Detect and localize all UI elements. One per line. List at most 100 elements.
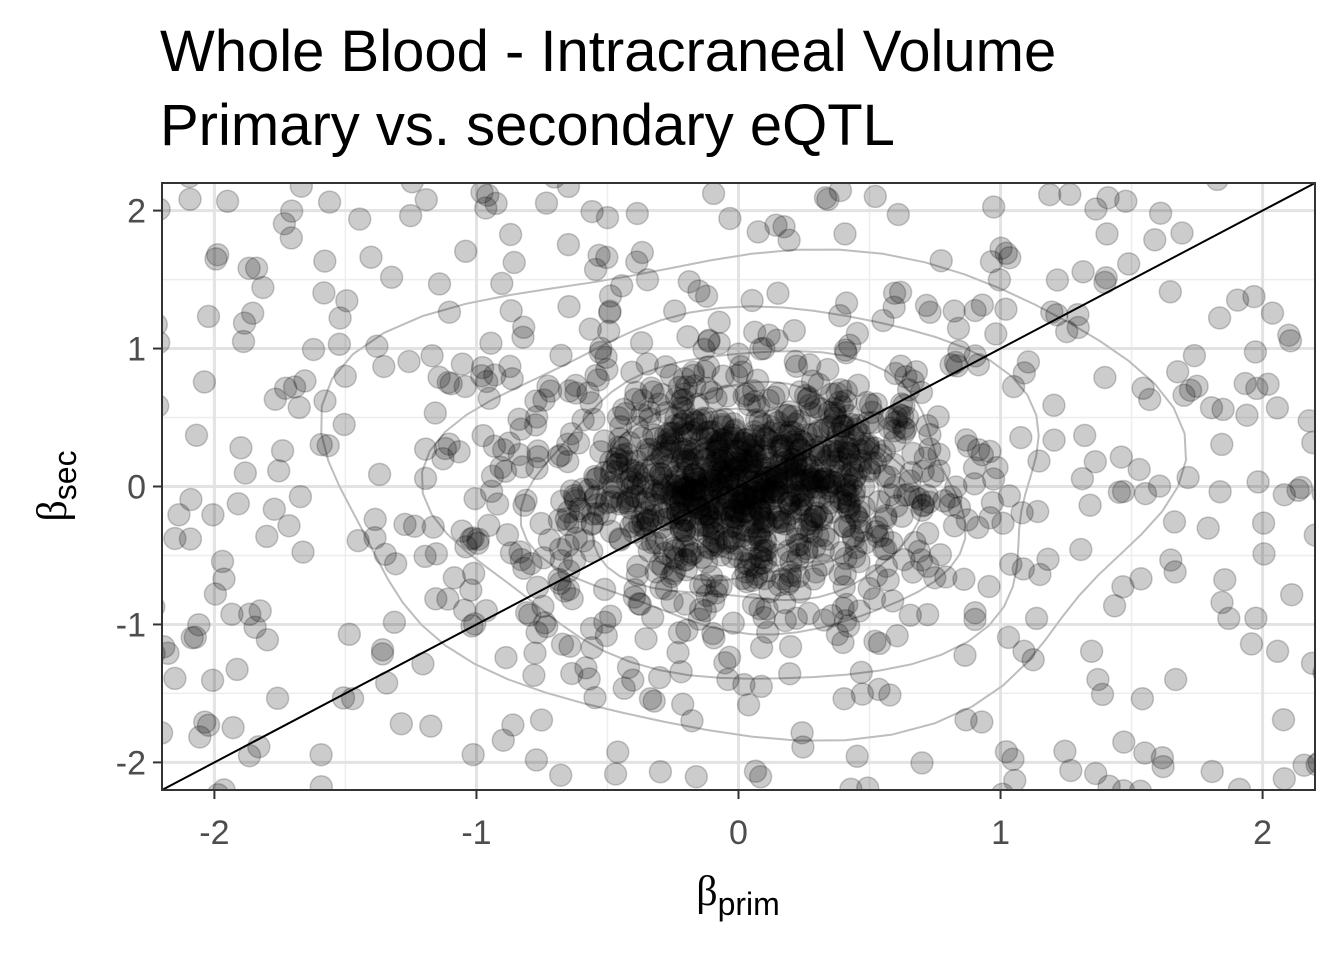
data-point bbox=[642, 689, 666, 713]
data-point bbox=[850, 439, 874, 463]
data-point bbox=[328, 306, 352, 330]
data-point bbox=[335, 288, 359, 313]
data-point bbox=[812, 467, 837, 492]
data-point bbox=[477, 513, 501, 538]
data-point bbox=[860, 400, 884, 425]
data-point bbox=[755, 452, 780, 476]
data-point bbox=[580, 512, 604, 537]
data-point bbox=[1303, 523, 1315, 547]
data-point bbox=[742, 509, 766, 534]
data-point bbox=[270, 439, 295, 463]
data-point bbox=[639, 376, 664, 400]
data-point bbox=[705, 574, 730, 598]
data-point bbox=[681, 541, 705, 566]
data-point bbox=[708, 534, 732, 559]
data-point bbox=[1011, 557, 1036, 581]
data-point bbox=[991, 782, 1014, 790]
data-point bbox=[795, 455, 820, 480]
data-point bbox=[821, 454, 846, 478]
data-point bbox=[1129, 567, 1153, 591]
data-point bbox=[723, 417, 748, 442]
data-point bbox=[564, 526, 589, 550]
data-point bbox=[1225, 288, 1250, 312]
data-point bbox=[731, 566, 755, 591]
data-point bbox=[702, 521, 726, 545]
data-point bbox=[747, 498, 772, 522]
data-point bbox=[825, 449, 850, 474]
data-point bbox=[431, 446, 455, 471]
data-point bbox=[855, 410, 880, 435]
data-point bbox=[461, 526, 485, 550]
data-point bbox=[625, 563, 650, 587]
data-point bbox=[714, 453, 739, 477]
data-point bbox=[552, 579, 577, 603]
data-point bbox=[713, 651, 737, 675]
data-point bbox=[459, 578, 483, 602]
data-point bbox=[657, 421, 681, 445]
data-point bbox=[647, 665, 672, 690]
data-point bbox=[608, 426, 632, 451]
data-point bbox=[578, 317, 603, 341]
data-point bbox=[615, 449, 640, 474]
data-point bbox=[731, 493, 755, 518]
data-point bbox=[877, 416, 902, 440]
data-point bbox=[830, 395, 855, 419]
data-point bbox=[816, 527, 840, 551]
data-point bbox=[1093, 365, 1117, 390]
data-point bbox=[707, 310, 731, 335]
data-point bbox=[793, 383, 818, 408]
data-point bbox=[459, 527, 483, 551]
data-point bbox=[898, 469, 922, 493]
data-point bbox=[749, 499, 773, 524]
data-point bbox=[453, 374, 477, 399]
data-point bbox=[598, 284, 623, 308]
data-point bbox=[529, 708, 554, 732]
data-point bbox=[630, 506, 654, 530]
data-point bbox=[474, 196, 498, 220]
data-point bbox=[711, 446, 736, 470]
data-point bbox=[734, 466, 758, 491]
data-point bbox=[669, 518, 694, 542]
data-point bbox=[795, 536, 819, 561]
data-point bbox=[836, 492, 861, 516]
data-point bbox=[711, 412, 735, 437]
data-point bbox=[523, 641, 547, 665]
data-point bbox=[773, 522, 798, 546]
data-point bbox=[713, 459, 737, 483]
data-point bbox=[562, 548, 587, 573]
data-point bbox=[994, 739, 1019, 764]
data-point bbox=[671, 484, 695, 509]
data-point bbox=[765, 479, 790, 504]
data-point bbox=[808, 458, 833, 482]
data-point bbox=[163, 526, 187, 551]
data-point bbox=[691, 513, 716, 537]
data-point bbox=[775, 403, 799, 427]
data-point bbox=[743, 488, 768, 513]
data-point bbox=[1148, 201, 1173, 225]
data-point bbox=[819, 382, 844, 407]
data-point bbox=[595, 490, 619, 515]
data-point bbox=[752, 605, 776, 630]
data-point bbox=[754, 510, 779, 534]
y-tick-label: 1 bbox=[127, 331, 146, 369]
data-point bbox=[693, 359, 717, 384]
data-point bbox=[558, 634, 582, 658]
data-point bbox=[479, 331, 503, 355]
reference-line bbox=[162, 183, 1315, 790]
data-point bbox=[780, 447, 805, 472]
data-point bbox=[673, 475, 697, 500]
data-point bbox=[623, 387, 647, 412]
data-point bbox=[785, 467, 809, 492]
data-point bbox=[592, 577, 617, 602]
data-point bbox=[701, 589, 726, 614]
data-point bbox=[740, 511, 764, 535]
data-point bbox=[715, 530, 740, 555]
data-point bbox=[419, 714, 443, 738]
data-point bbox=[692, 475, 717, 499]
data-point bbox=[595, 357, 619, 382]
data-point bbox=[699, 536, 723, 561]
data-point bbox=[556, 577, 581, 602]
data-point bbox=[847, 599, 872, 623]
data-point bbox=[834, 592, 859, 617]
data-point bbox=[1278, 328, 1303, 353]
